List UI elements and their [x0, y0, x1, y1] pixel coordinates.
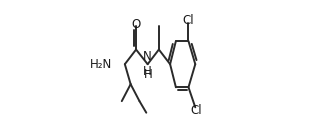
Text: Cl: Cl: [183, 14, 194, 27]
Text: Cl: Cl: [190, 104, 202, 117]
Text: O: O: [131, 18, 141, 31]
Text: N: N: [143, 50, 152, 63]
Text: H₂N: H₂N: [90, 58, 112, 71]
Text: H: H: [144, 68, 153, 81]
Text: H: H: [143, 65, 152, 78]
